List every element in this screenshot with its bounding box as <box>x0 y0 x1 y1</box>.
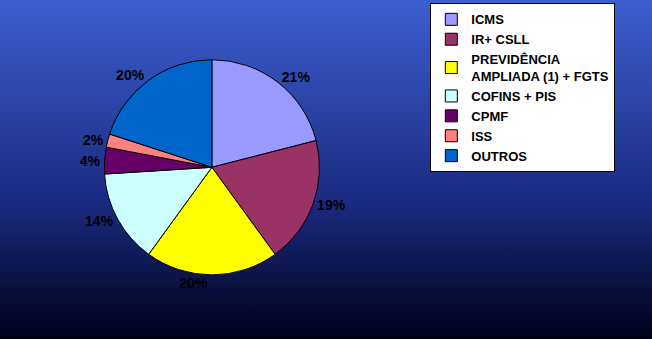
svg-text:COFINS + PIS: COFINS + PIS <box>471 89 556 104</box>
svg-text:CPMF: CPMF <box>471 109 508 124</box>
svg-text:IR+ CSLL: IR+ CSLL <box>471 32 529 47</box>
svg-text:21%: 21% <box>282 69 311 85</box>
svg-text:OUTROS: OUTROS <box>471 149 527 164</box>
svg-text:PREVIDÊNCIAAMPLIADA (1) + FGTS: PREVIDÊNCIAAMPLIADA (1) + FGTS <box>471 52 608 84</box>
svg-text:4%: 4% <box>80 153 101 169</box>
svg-text:20%: 20% <box>179 275 208 291</box>
svg-text:ICMS: ICMS <box>471 12 504 27</box>
svg-text:20%: 20% <box>116 67 145 83</box>
svg-text:2%: 2% <box>83 132 104 148</box>
svg-text:14%: 14% <box>85 213 114 229</box>
svg-text:ISS: ISS <box>471 129 492 144</box>
svg-text:19%: 19% <box>317 197 346 213</box>
